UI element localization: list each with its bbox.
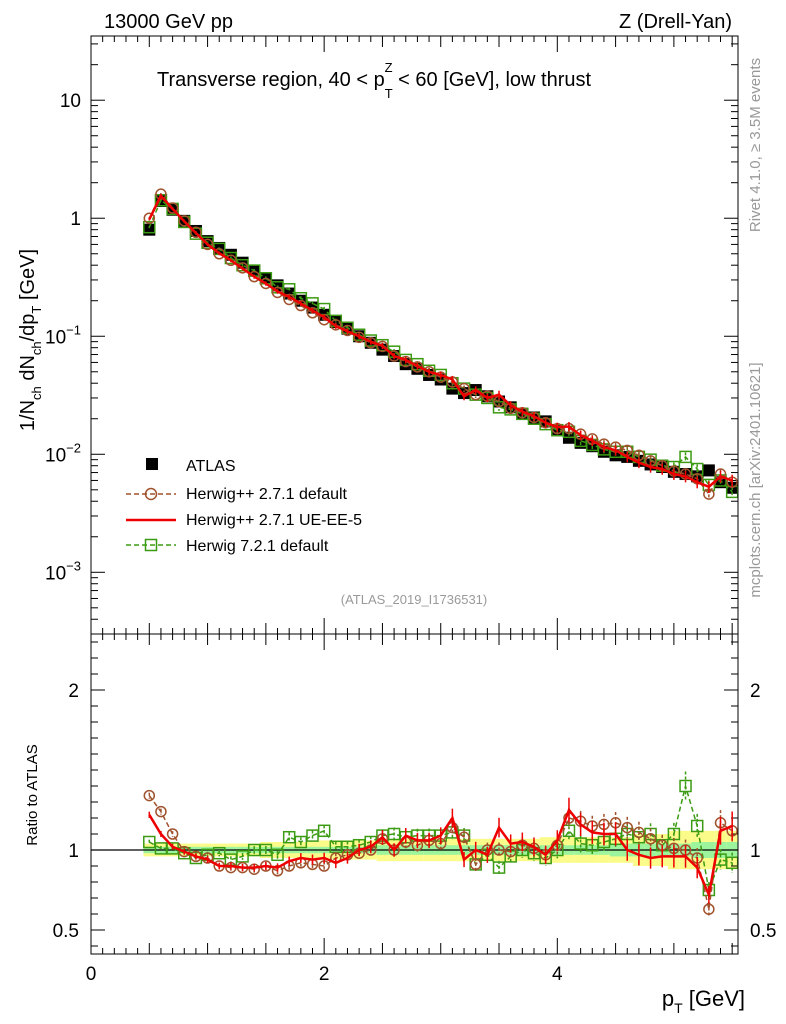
series-line-herwig7	[148, 199, 733, 493]
y-tick-label: 10−3	[45, 558, 81, 584]
data-point-herwigpp-default	[213, 248, 225, 260]
ratio-point-herwigpp-default	[633, 826, 645, 839]
process-label: Z (Drell-Yan)	[619, 11, 732, 33]
y-tick-label: 10	[60, 91, 81, 112]
analysis-watermark: (ATLAS_2019_I1736531)	[341, 592, 487, 607]
ratio-point-herwig7	[679, 779, 692, 793]
ratio-point-herwig7	[212, 846, 226, 860]
mcplots-label: mcplots.cern.ch [arXiv:2401.10621]	[747, 362, 764, 597]
legend-marker-atlas	[146, 458, 158, 470]
data-point-herwigpp-default	[539, 416, 552, 429]
y-tick-label: 10−2	[45, 440, 81, 466]
data-point-herwig7	[143, 220, 156, 234]
x-axis-label: pT [GeV]	[662, 986, 745, 1016]
ratio-point-herwigpp-default	[155, 805, 167, 818]
title-post: < 60 [GeV], low thrust	[393, 69, 592, 91]
data-point-herwigpp-default	[201, 238, 214, 251]
data-point-herwigpp-default	[411, 361, 424, 373]
y-axis-label: 1/Nch dNch/dpT [GeV]	[17, 249, 44, 431]
ratio-point-herwigpp-default	[178, 845, 191, 858]
data-point-atlas	[201, 235, 214, 248]
ratio-point-herwigpp-default	[143, 789, 156, 802]
title-sub: T	[385, 86, 393, 101]
data-point-herwigpp-default	[143, 212, 156, 224]
ratio-y-axis-label: Ratio to ATLAS	[24, 744, 41, 845]
ratio-y-tick-label-right: 1	[750, 841, 761, 862]
data-point-herwigpp-default	[376, 340, 389, 353]
ratio-point-herwig7	[271, 848, 284, 862]
rivet-version-label: Rivet 4.1.0, ≥ 3.5M events	[747, 58, 764, 232]
data-point-herwig7	[434, 368, 447, 382]
x-tick-label: 0	[86, 964, 97, 985]
ratio-point-herwig7	[492, 861, 506, 874]
data-point-herwigpp-default	[190, 226, 202, 239]
chart-title: Transverse region, 40 < pTZ < 60 [GeV], …	[157, 60, 591, 101]
ratio-point-herwig7	[143, 835, 156, 849]
data-point-herwigpp-default	[225, 254, 237, 267]
data-point-herwigpp-default	[178, 215, 191, 227]
ratio-point-herwig7	[294, 835, 308, 849]
ratio-plot-area: 0 2 4 0.5 0.5 1 1 2 2	[53, 634, 776, 985]
series-line-herwigpp-ueee5	[148, 193, 733, 489]
data-point-herwigpp-default	[236, 262, 249, 274]
ratio-y-tick-label-left: 1	[68, 841, 79, 862]
data-point-atlas	[702, 464, 715, 477]
main-panel: 10 1 10−1 10−2 10−3	[45, 35, 739, 635]
ratio-point-herwigpp-default	[166, 828, 179, 840]
ratio-y-tick-label-left: 2	[68, 681, 79, 702]
legend: ATLAS Herwig++ 2.7.1 default Herwig++ 2.…	[126, 458, 362, 555]
data-point-herwigpp-default	[330, 319, 342, 331]
ratio-line-herwigpp-ueee5	[148, 807, 733, 900]
data-point-herwigpp-default	[248, 270, 260, 283]
ratio-point-herwigpp-default	[190, 850, 202, 863]
ratio-panel: 0 2 4 0.5 0.5 1 1 2 2	[53, 633, 776, 985]
data-point-herwig7	[679, 450, 692, 464]
series-line-herwigpp-default	[148, 192, 733, 496]
data-point-herwig7	[481, 391, 494, 405]
data-point-herwigpp-default	[260, 277, 272, 290]
ratio-y-tick-label-right: 2	[750, 681, 761, 702]
y-tick-label: 10−1	[45, 322, 81, 348]
legend-label-herwigpp-default: Herwig++ 2.7.1 default	[186, 486, 348, 503]
legend-marker-herwigpp-default	[144, 487, 158, 501]
ratio-point-herwigpp-default	[469, 858, 482, 871]
data-point-herwigpp-default	[166, 202, 179, 214]
energy-label: 13000 GeV pp	[104, 11, 233, 33]
ratio-point-herwigpp-default	[493, 844, 505, 856]
ratio-point-herwig7	[690, 819, 704, 833]
x-tick-label: 2	[319, 964, 330, 985]
legend-marker-herwig7	[144, 538, 158, 552]
data-point-herwigpp-default	[388, 350, 400, 362]
title-pre: Transverse region, 40 < p	[157, 69, 385, 91]
data-point-herwigpp-default	[155, 188, 167, 200]
ratio-frame	[90, 633, 739, 955]
ratio-point-herwigpp-default	[621, 821, 634, 834]
ratio-y-tick-label-right: 0.5	[750, 921, 776, 942]
legend-label-herwig7: Herwig 7.2.1 default	[186, 538, 329, 555]
ratio-point-herwig7	[317, 824, 331, 838]
x-tick-label: 4	[552, 964, 563, 985]
data-point-herwigpp-default	[423, 366, 435, 378]
ratio-point-herwigpp-default	[703, 903, 715, 915]
ratio-point-herwigpp-default	[644, 833, 657, 845]
ratio-y-tick-label-left: 0.5	[53, 921, 79, 942]
legend-label-herwigpp-ueee5: Herwig++ 2.7.1 UE-EE-5	[186, 512, 362, 529]
legend-label-atlas: ATLAS	[186, 458, 236, 475]
y-tick-label: 1	[70, 209, 81, 230]
main-plot-area: 10 1 10−1 10−2 10−3	[45, 36, 739, 635]
title-sup: Z	[385, 60, 393, 75]
